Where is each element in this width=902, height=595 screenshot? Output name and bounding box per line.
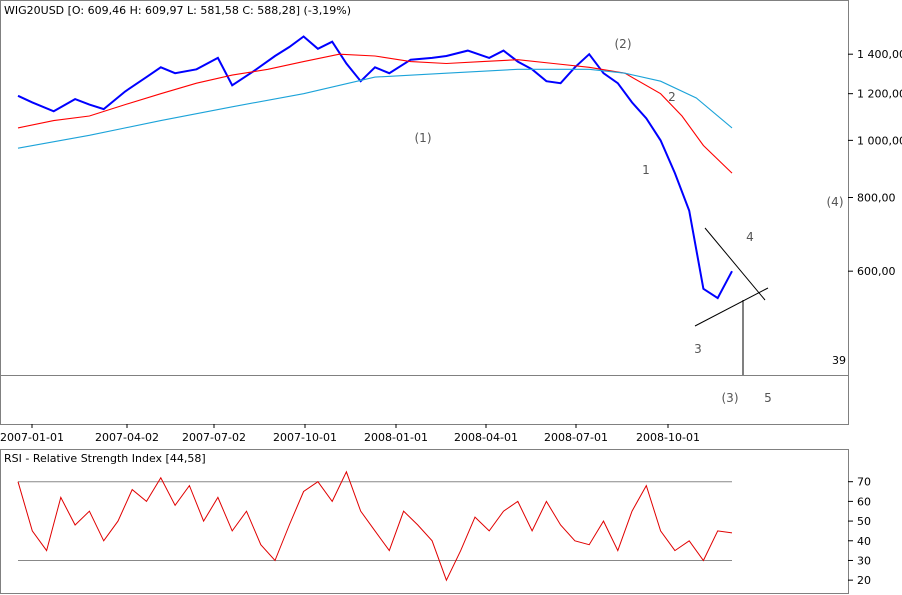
main-series-line-2 [17,68,733,149]
wave-labels: (1) (2) 2 1 4 (4) 3 (3) 5 [415,37,844,405]
x-tick-label: 2007-01-01 [0,431,64,444]
wave-label: (3) [722,391,739,405]
wave-label: 2 [668,90,676,104]
x-tick-label: 2007-07-02 [182,431,246,444]
main-series-line-1 [17,53,733,174]
wave-label: 1 [642,163,650,177]
main-y-axis: 1 400,00 1 200,00 1 000,00 800,00 600,00 [848,48,902,278]
edge-value-label: 39 [832,354,846,367]
x-axis: 2007-01-01 2007-04-02 2007-07-02 2007-10-01… [0,424,700,444]
x-tick-label: 2008-04-01 [454,431,518,444]
main-y-tick-label: 1 400,00 [857,48,902,61]
rsi-series-line-0 [17,470,733,582]
wave-label: 4 [746,230,754,244]
wave-label: (2) [615,37,632,51]
wave-label: 5 [764,391,772,405]
x-tick-label: 2008-07-01 [544,431,608,444]
wave-label: (4) [827,195,844,209]
main-series-group [17,35,733,300]
main-y-tick-label: 1 000,00 [857,134,902,147]
rsi-chart-title: RSI - Relative Strength Index [44,58] [4,452,206,465]
rsi-y-axis: 70 60 50 40 30 20 [848,476,871,587]
rsi-panel-frame [0,449,849,594]
main-chart-title: WIG20USD [O: 609,46 H: 609,97 L: 581,58 … [4,4,351,17]
x-tick-label: 2008-01-01 [364,431,428,444]
rsi-y-tick-label: 40 [857,535,871,548]
main-y-tick-label: 600,00 [857,265,896,278]
rsi-y-tick-label: 60 [857,495,871,508]
rsi-y-tick-label: 70 [857,476,871,489]
main-y-tick-label: 1 200,00 [857,88,902,101]
x-tick-label: 2007-10-01 [273,431,337,444]
rsi-y-tick-label: 50 [857,515,871,528]
wave-label: (1) [415,131,432,145]
x-tick-label: 2007-04-02 [95,431,159,444]
rsi-reference-lines [18,481,732,561]
triangle-lower-line [694,287,769,327]
rsi-y-tick-label: 30 [857,554,871,567]
main-y-tick-label: 800,00 [857,192,896,205]
rsi-y-tick-label: 20 [857,574,871,587]
triangle-upper-line [704,227,766,301]
wave-label: 3 [694,342,702,356]
main-series-line-0 [17,35,733,300]
main-panel-frame [0,0,849,425]
rsi-series-group [17,470,733,582]
triangle-pattern [694,227,769,375]
x-tick-label: 2008-10-01 [636,431,700,444]
